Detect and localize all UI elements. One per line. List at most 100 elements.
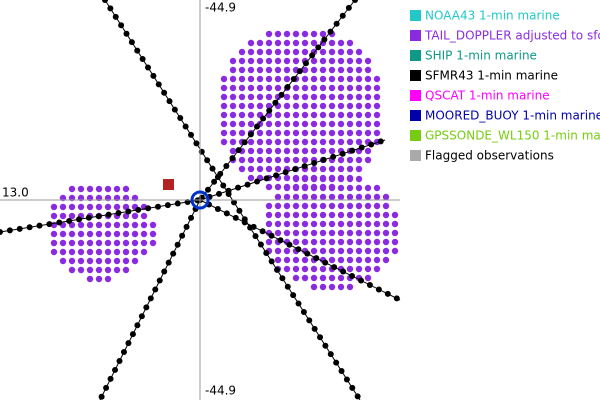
wind-symbol (113, 185, 121, 193)
wind-symbol (149, 221, 157, 229)
wind-symbol (86, 248, 94, 256)
wind-symbol (328, 220, 336, 228)
track-point (368, 141, 375, 148)
track-point (164, 202, 171, 209)
wind-symbol (265, 220, 273, 228)
wind-symbol (319, 175, 327, 183)
wind-symbol (364, 111, 372, 119)
track-point (85, 214, 92, 221)
wind-symbol (104, 275, 112, 283)
track-point (156, 277, 163, 284)
wind-symbol (328, 102, 336, 110)
track-point (349, 147, 356, 154)
wind-symbol (283, 156, 291, 164)
wind-symbol (95, 203, 103, 211)
wind-symbol (346, 202, 354, 210)
wind-symbol (373, 75, 381, 83)
wind-symbol (283, 265, 291, 273)
wind-symbol (274, 39, 282, 47)
wind-symbol (319, 238, 327, 246)
track-point (253, 123, 260, 130)
track-point (177, 115, 184, 122)
wind-symbol (256, 129, 264, 137)
wind-symbol (292, 156, 300, 164)
track-point (247, 131, 254, 138)
wind-symbol (382, 202, 390, 210)
wind-symbol (122, 221, 130, 229)
wind-symbol (292, 193, 300, 201)
wind-symbol (355, 156, 363, 164)
wind-symbol (86, 275, 94, 283)
track-point (145, 64, 152, 71)
wind-symbol (364, 93, 372, 101)
wind-symbol (86, 239, 94, 247)
wind-symbol (68, 266, 76, 274)
wind-symbol (292, 184, 300, 192)
wind-symbol (59, 248, 67, 256)
wind-symbol (265, 48, 273, 56)
track-point (290, 76, 297, 83)
wind-symbol (301, 202, 309, 210)
wind-symbol (86, 230, 94, 238)
wind-symbol (328, 211, 336, 219)
legend-swatch (410, 150, 421, 161)
wind-symbol (229, 138, 237, 146)
track-point (235, 147, 242, 154)
wind-symbol (256, 84, 264, 92)
legend-swatch (410, 10, 421, 21)
wind-symbol (364, 147, 372, 155)
track-point (229, 155, 236, 162)
wind-symbol (382, 238, 390, 246)
wind-symbol (310, 184, 318, 192)
track-point (340, 268, 347, 275)
wind-symbol (131, 239, 139, 247)
wind-symbol (274, 229, 282, 237)
track-point (241, 139, 248, 146)
legend-label: GPSSONDE_WL150 1-min marine (425, 129, 600, 143)
wind-symbol (50, 212, 58, 220)
wind-symbol (364, 129, 372, 137)
wind-symbol (346, 138, 354, 146)
track-point (102, 0, 108, 3)
wind-symbol (355, 202, 363, 210)
wind-symbol (50, 230, 58, 238)
wind-symbol (256, 138, 264, 146)
track-point (125, 208, 132, 215)
wind-symbol (104, 248, 112, 256)
observation-plot (0, 0, 401, 400)
wind-symbol (319, 138, 327, 146)
track-point (282, 169, 289, 176)
wind-symbol (382, 247, 390, 255)
wind-symbol (283, 111, 291, 119)
track-point (295, 246, 302, 253)
wind-symbol (131, 221, 139, 229)
wind-symbol (247, 66, 255, 74)
wind-symbol (310, 211, 318, 219)
wind-symbol (355, 247, 363, 255)
wind-symbol (283, 93, 291, 101)
wind-symbol (337, 138, 345, 146)
track-point (75, 216, 82, 223)
wind-symbol (292, 48, 300, 56)
track-point (333, 359, 340, 366)
wind-symbol (337, 57, 345, 65)
wind-symbol (104, 266, 112, 274)
wind-symbol (364, 247, 372, 255)
wind-symbol (131, 248, 139, 256)
wind-symbol (86, 185, 94, 193)
track-point (296, 68, 303, 75)
wind-symbol (265, 147, 273, 155)
wind-symbol (256, 156, 264, 164)
wind-symbol (238, 120, 246, 128)
wind-symbol (283, 102, 291, 110)
track-point (284, 283, 291, 290)
track-point (107, 375, 114, 382)
wind-symbol (274, 120, 282, 128)
wind-symbol (95, 230, 103, 238)
legend-label: SFMR43 1-min marine (425, 69, 558, 83)
wind-symbol (283, 174, 291, 182)
wind-symbol (274, 183, 282, 191)
wind-symbol (113, 239, 121, 247)
wind-symbol (346, 120, 354, 128)
wind-symbol (301, 229, 309, 237)
